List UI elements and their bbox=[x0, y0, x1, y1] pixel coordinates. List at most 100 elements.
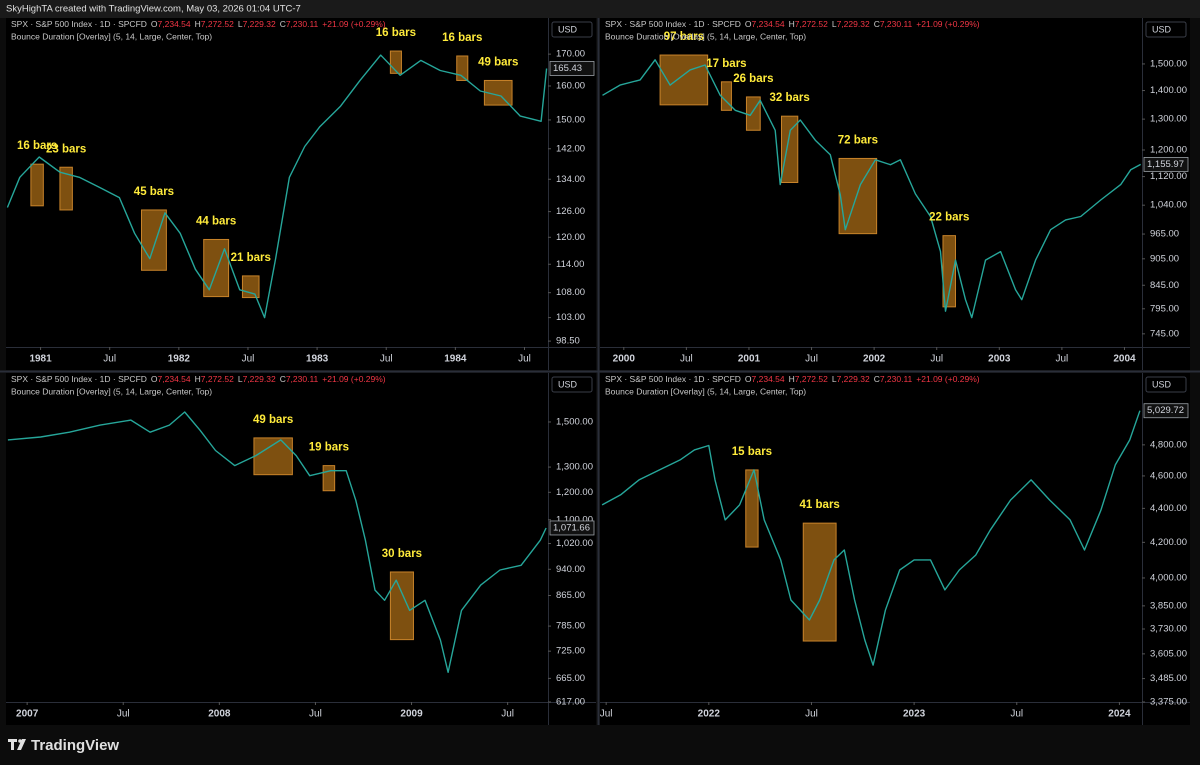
x-tick-label: 1982 bbox=[168, 354, 191, 365]
ohlc-key: L bbox=[238, 374, 243, 384]
ohlc-value: 7,229.32 bbox=[837, 19, 870, 29]
x-tick-label: Jul bbox=[680, 354, 693, 365]
x-tick-label: Jul bbox=[242, 354, 255, 365]
box-label: 97 bars bbox=[664, 31, 704, 43]
x-tick-label: 2009 bbox=[400, 709, 423, 720]
symbol: SPX · S&P 500 Index · 1D · SPCFD bbox=[605, 374, 741, 384]
panel-background bbox=[600, 373, 1190, 725]
ohlc-value: 7,272.52 bbox=[201, 19, 234, 29]
bounce-box bbox=[59, 166, 73, 211]
y-tick-label: 1,020.00 bbox=[556, 538, 593, 549]
ohlc-key: C bbox=[874, 374, 880, 384]
currency-box bbox=[551, 21, 593, 38]
y-tick-label: 160.00 bbox=[556, 81, 585, 92]
bounce-box bbox=[30, 163, 44, 207]
bounce-box bbox=[720, 81, 732, 111]
x-tick-label: Jul bbox=[380, 354, 393, 365]
bounce-box bbox=[745, 96, 761, 131]
chart-panel: 745.00 795.00 845.00 905.00 965.00 1,040.00 1,… bbox=[600, 18, 1190, 370]
ohlc-value: 7,230.11 bbox=[286, 374, 319, 384]
y-tick-label: 3,730.00 bbox=[1150, 624, 1187, 635]
price-line bbox=[601, 410, 1141, 666]
y-tick-label: 1,300.00 bbox=[556, 462, 593, 473]
y-tick-label: 1,120.00 bbox=[1150, 171, 1187, 182]
x-axis-labels: 1981 Jul 1982 Jul 1983 Jul 1984 Jul bbox=[29, 347, 531, 365]
y-tick-label: 1,500.00 bbox=[1150, 58, 1187, 69]
y-tick-label: 905.00 bbox=[1150, 253, 1179, 264]
last-price-box bbox=[549, 61, 595, 76]
indicator-legend: Bounce Duration [Overlay] (5, 14, Large,… bbox=[11, 31, 212, 41]
box-label: 41 bars bbox=[800, 499, 840, 511]
y-tick-label: 134.00 bbox=[556, 174, 585, 185]
ohlc-key: L bbox=[238, 19, 243, 29]
y-tick-label: 4,800.00 bbox=[1150, 439, 1187, 450]
brand-name: TradingView bbox=[31, 737, 119, 754]
ohlc-key: O bbox=[151, 374, 158, 384]
x-axis-labels: 2000 Jul 2001 Jul 2002 Jul 2003 Jul 2004 bbox=[613, 347, 1136, 365]
currency-box bbox=[1145, 21, 1187, 38]
brand-logo bbox=[8, 739, 26, 750]
x-tick-label: Jul bbox=[501, 709, 514, 720]
symbol: SPX · S&P 500 Index · 1D · SPCFD bbox=[11, 374, 147, 384]
change: +21.09 (+0.29%) bbox=[322, 19, 385, 29]
last-price-label: 1,155.97 bbox=[1147, 159, 1184, 170]
chart-panel: 3,375.00 3,485.00 3,605.00 3,730.00 3,850.00… bbox=[600, 373, 1190, 725]
symbol-legend: SPX · S&P 500 Index · 1D · SPCFD O7,234.5… bbox=[11, 374, 386, 384]
ohlc-key: O bbox=[745, 374, 752, 384]
box-label: 15 bars bbox=[732, 446, 772, 458]
box-label: 49 bars bbox=[478, 56, 518, 68]
currency-label: USD bbox=[558, 379, 578, 389]
ohlc-key: C bbox=[280, 374, 286, 384]
panel-background bbox=[6, 18, 596, 370]
ohlc-value: 7,234.54 bbox=[752, 374, 785, 384]
box-label: 30 bars bbox=[382, 548, 422, 560]
bounce-box bbox=[838, 157, 878, 235]
y-tick-label: 98.50 bbox=[556, 336, 580, 347]
ohlc-value: 7,234.54 bbox=[158, 19, 191, 29]
symbol-legend: SPX · S&P 500 Index · 1D · SPCFD O7,234.5… bbox=[11, 19, 386, 29]
currency-box bbox=[1145, 376, 1187, 393]
last-price-box bbox=[1143, 157, 1189, 172]
box-label: 16 bars bbox=[442, 32, 482, 44]
last-price-box bbox=[1143, 403, 1189, 419]
bounce-box bbox=[389, 50, 402, 74]
bounce-box bbox=[942, 235, 956, 308]
indicator-legend: Bounce Duration [Overlay] (5, 14, Large,… bbox=[605, 31, 806, 41]
currency-label: USD bbox=[1152, 24, 1172, 34]
y-tick-label: 745.00 bbox=[1150, 328, 1179, 339]
x-tick-label: 2001 bbox=[738, 354, 761, 365]
bounce-box bbox=[253, 437, 293, 476]
box-label: 17 bars bbox=[706, 58, 746, 70]
bounce-box bbox=[456, 55, 469, 81]
y-tick-label: 170.00 bbox=[556, 49, 585, 60]
x-tick-label: Jul bbox=[103, 354, 116, 365]
y-tick-label: 4,000.00 bbox=[1150, 572, 1187, 583]
ohlc-key: H bbox=[195, 19, 201, 29]
bounce-box bbox=[322, 465, 336, 492]
y-tick-label: 3,605.00 bbox=[1150, 648, 1187, 659]
y-tick-label: 150.00 bbox=[556, 114, 585, 125]
y-tick-label: 3,485.00 bbox=[1150, 673, 1187, 684]
y-tick-label: 845.00 bbox=[1150, 280, 1179, 291]
x-tick-label: 1981 bbox=[29, 354, 52, 365]
ohlc-value: 7,230.11 bbox=[880, 374, 913, 384]
price-line bbox=[602, 59, 1142, 319]
ohlc-value: 7,230.11 bbox=[286, 19, 319, 29]
last-price-label: 165.43 bbox=[553, 63, 582, 74]
x-tick-label: 2002 bbox=[863, 354, 886, 365]
ohlc-key: H bbox=[789, 19, 795, 29]
box-label: 45 bars bbox=[134, 186, 174, 198]
x-tick-label: 2022 bbox=[698, 709, 721, 720]
y-tick-label: 785.00 bbox=[556, 621, 585, 632]
y-tick-label: 1,400.00 bbox=[1150, 85, 1187, 96]
ohlc-value: 7,229.32 bbox=[243, 374, 276, 384]
chart-panel: 98.50 103.00 108.00 114.00 120.00 126.00 134.0… bbox=[6, 18, 596, 370]
y-tick-label: 865.00 bbox=[556, 590, 585, 601]
y-tick-label: 725.00 bbox=[556, 646, 585, 657]
y-tick-label: 4,200.00 bbox=[1150, 537, 1187, 548]
y-tick-label: 665.00 bbox=[556, 673, 585, 684]
ohlc-value: 7,234.54 bbox=[752, 19, 785, 29]
box-label: 22 bars bbox=[929, 212, 969, 224]
